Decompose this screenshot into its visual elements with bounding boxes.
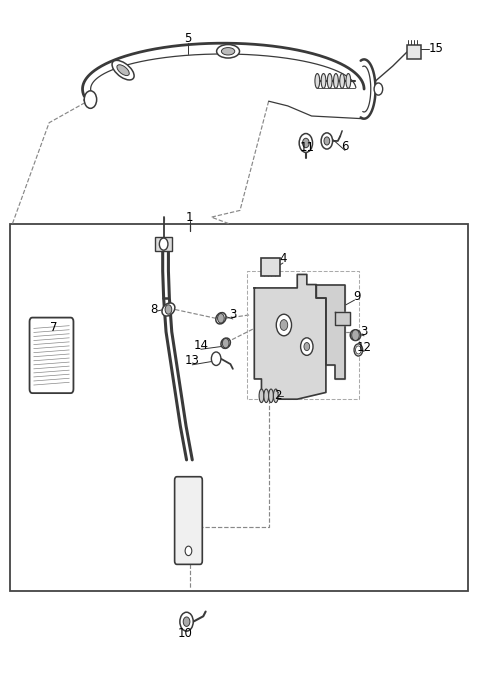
Circle shape <box>324 137 330 145</box>
Circle shape <box>299 133 312 152</box>
Ellipse shape <box>117 65 129 76</box>
Circle shape <box>211 352 221 366</box>
Ellipse shape <box>221 338 230 349</box>
Polygon shape <box>316 284 345 379</box>
Bar <box>262 257 280 276</box>
Circle shape <box>300 338 313 355</box>
Text: 2: 2 <box>275 389 282 402</box>
FancyBboxPatch shape <box>30 318 73 393</box>
FancyBboxPatch shape <box>175 477 202 565</box>
Circle shape <box>352 330 360 341</box>
Ellipse shape <box>216 45 240 58</box>
Circle shape <box>217 313 224 323</box>
Ellipse shape <box>269 389 274 403</box>
Circle shape <box>185 546 192 556</box>
Text: 11: 11 <box>300 141 314 154</box>
Text: 5: 5 <box>184 32 191 45</box>
Ellipse shape <box>216 313 226 324</box>
Text: 1: 1 <box>186 211 193 223</box>
Ellipse shape <box>350 330 361 341</box>
Ellipse shape <box>221 47 235 55</box>
Ellipse shape <box>346 74 351 89</box>
Ellipse shape <box>321 74 326 89</box>
Circle shape <box>304 343 310 351</box>
Text: 12: 12 <box>357 341 372 355</box>
Text: 4: 4 <box>279 253 287 265</box>
Text: 14: 14 <box>193 338 208 352</box>
Text: 6: 6 <box>341 140 349 153</box>
Circle shape <box>302 138 309 148</box>
Text: 10: 10 <box>178 628 192 640</box>
Circle shape <box>84 91 96 108</box>
Circle shape <box>321 133 333 149</box>
Ellipse shape <box>259 389 264 403</box>
Text: 13: 13 <box>185 354 200 367</box>
Text: 7: 7 <box>50 320 58 334</box>
Text: 15: 15 <box>428 42 443 55</box>
Circle shape <box>280 320 288 330</box>
Circle shape <box>356 346 361 354</box>
Polygon shape <box>336 311 350 325</box>
Circle shape <box>159 238 168 250</box>
Circle shape <box>165 305 172 314</box>
Bar <box>155 238 172 251</box>
Bar <box>10 224 468 591</box>
Ellipse shape <box>315 74 320 89</box>
Circle shape <box>222 338 229 348</box>
Ellipse shape <box>264 389 269 403</box>
Polygon shape <box>254 274 326 399</box>
Text: 8: 8 <box>150 303 158 316</box>
Circle shape <box>183 617 190 626</box>
Circle shape <box>276 314 291 336</box>
Circle shape <box>374 83 383 95</box>
Ellipse shape <box>274 389 278 403</box>
Text: 3: 3 <box>360 325 368 338</box>
Ellipse shape <box>327 74 332 89</box>
Ellipse shape <box>334 74 338 89</box>
Ellipse shape <box>112 60 134 80</box>
FancyBboxPatch shape <box>407 45 421 60</box>
Ellipse shape <box>340 74 345 89</box>
Text: 3: 3 <box>229 309 237 322</box>
Circle shape <box>180 612 193 631</box>
Ellipse shape <box>162 303 175 316</box>
Ellipse shape <box>354 344 363 356</box>
Text: 9: 9 <box>353 290 360 303</box>
